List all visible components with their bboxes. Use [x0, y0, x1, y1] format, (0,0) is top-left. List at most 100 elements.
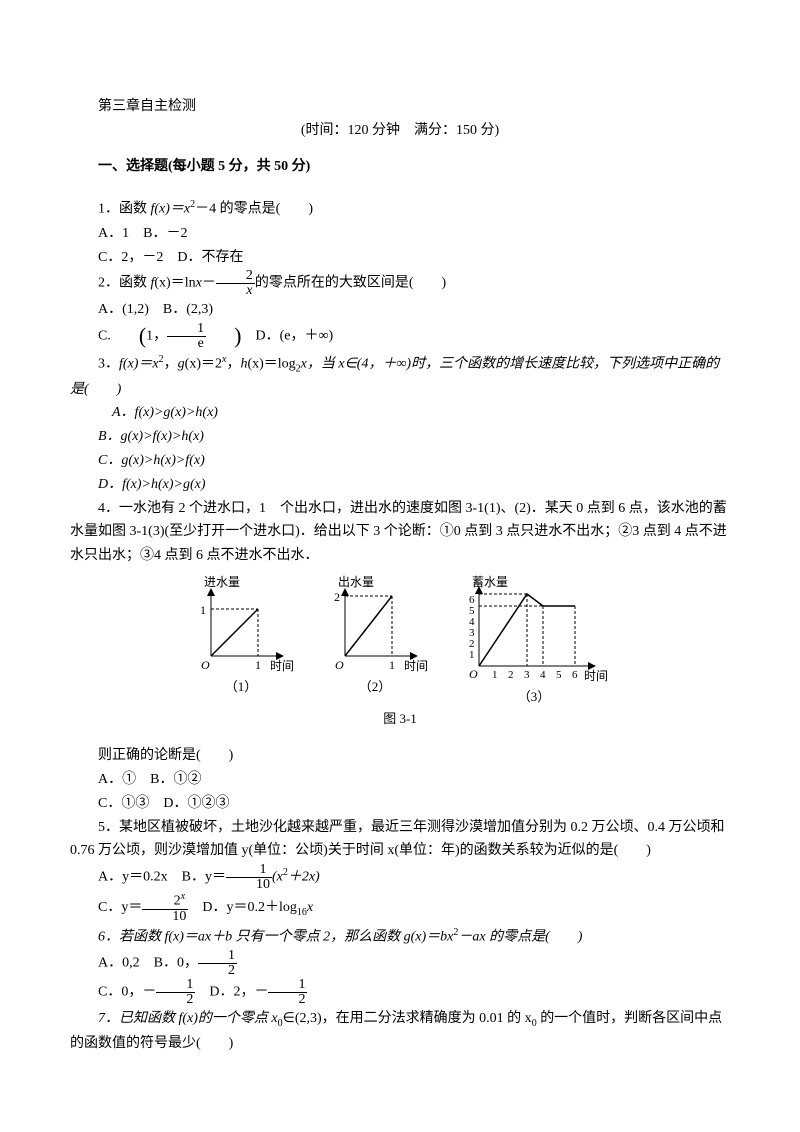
q2-opt-ab: A．(1,2) B．(2,3): [70, 298, 730, 322]
q5-d-text: D．y＝0.2＋log: [188, 900, 297, 915]
q2-c-frac-n: 1: [167, 322, 206, 337]
q2-frac: 2x: [216, 269, 255, 298]
q3-c2: ，: [226, 357, 240, 372]
q5-opt-cd: C．y＝2x10 D．y＝0.2＋log16x: [70, 892, 730, 924]
q5-c-text: C．y＝: [98, 900, 142, 915]
q4-opt-ab: A．① B．①②: [70, 768, 730, 792]
q1-stem: 1．函数 f(x)＝x2－4 的零点是( ): [70, 196, 730, 221]
f3y5: 5: [469, 605, 475, 617]
q2-stem: 2．函数 f(x)＝lnx－2x的零点所在的大致区间是( ): [70, 269, 730, 298]
fig3-ylabel: 蓄水量: [472, 575, 508, 589]
fig3-cap: （3）: [454, 686, 614, 708]
q6-stem: 6．若函数 f(x)＝ax＋b 只有一个零点 2，那么函数 g(x)＝bx2－a…: [70, 924, 730, 949]
q5-a-d: 10: [226, 878, 272, 892]
q2-c-frac: 1e: [167, 322, 206, 351]
q1-opt-ab: A．1 B．－2: [70, 222, 730, 246]
q3-gx: (x)＝2: [185, 357, 222, 372]
q7-text: 7．已知函数 f(x)的一个零点 x: [98, 1011, 278, 1026]
fig2-xlabel: 时间: [404, 659, 428, 673]
q6-c-d: 2: [156, 993, 195, 1007]
q3-g: g: [178, 357, 185, 372]
fig1-x1: 1: [255, 658, 261, 672]
q2-frac-d: x: [216, 284, 255, 298]
q3-opt-a: A．f(x)>g(x)>h(x): [70, 401, 730, 425]
q6-b-frac: 12: [198, 949, 237, 978]
f3y6: 6: [469, 594, 475, 606]
chapter-title: 第三章自主检测: [70, 95, 730, 119]
q5-d-x: x: [307, 900, 313, 915]
q1-x: (x)＝x: [154, 202, 190, 217]
rparen-icon: ): [206, 325, 241, 347]
q4-stem: 4．一水池有 2 个进水口，1 个出水口，进出水的速度如图 3-1(1)、(2)…: [70, 497, 730, 568]
f3x2: 2: [508, 669, 514, 681]
q5-stem: 5．某地区植被破坏，土地沙化越来越严重，最近三年测得沙漠增加值分别为 0.2 万…: [70, 816, 730, 864]
q6-c-frac: 12: [156, 978, 195, 1007]
q5-c-d: 10: [142, 910, 188, 924]
f3y1: 1: [469, 649, 475, 661]
q6-d-d: 2: [268, 993, 307, 1007]
q5-a-end: ＋2x): [288, 870, 320, 885]
q6-opt-ab: A．0,2 B．0，12: [70, 949, 730, 978]
q4-tail: 则正确的论断是( ): [70, 744, 730, 768]
q2-c-1: 1，: [146, 329, 167, 344]
fig-3: 蓄水量 1 2 3 4 5 6 O 1 2 3 4 5: [454, 574, 614, 708]
fig-caption: 图 3-1: [70, 708, 730, 730]
fig3-svg: 蓄水量 1 2 3 4 5 6 O 1 2 3 4 5: [454, 574, 614, 684]
fig1-y1: 1: [200, 603, 206, 617]
q3-opt-c: C．g(x)>h(x)>f(x): [70, 449, 730, 473]
f3x5: 5: [556, 669, 562, 681]
q1-end: －4 的零点是( ): [195, 202, 313, 217]
q3-opt-b: B．g(x)>f(x)>h(x): [70, 425, 730, 449]
q6-b-n: 1: [198, 949, 237, 964]
q3-c1: ，: [164, 357, 178, 372]
fig1-xlabel: 时间: [270, 659, 294, 673]
q5-a-x: (x: [272, 870, 283, 885]
q5-a-n: 1: [226, 863, 272, 878]
f3x6: 6: [572, 669, 578, 681]
q5-c-n: 2x: [142, 892, 188, 910]
q3-opt-d: D．f(x)>h(x)>g(x): [70, 473, 730, 497]
fig2-o: O: [335, 658, 344, 672]
fig2-y1: 2: [334, 590, 340, 604]
f3x3: 3: [524, 669, 530, 681]
q2-frac-n: 2: [216, 269, 255, 284]
q4-opt-cd: C．①③ D．①②③: [70, 792, 730, 816]
fig2-ylabel: 出水量: [338, 575, 374, 589]
q2-minus: －: [202, 276, 216, 291]
q6-d-frac: 12: [268, 978, 307, 1007]
q6-text: 6．若函数 f(x)＝ax＋b 只有一个零点 2，那么函数 g(x)＝bx: [98, 930, 453, 945]
q6-b-d: 2: [198, 964, 237, 978]
q2-opt-cd: C.(1，1e) D．(e，＋∞): [70, 322, 730, 351]
q2-text: 2．函数: [98, 276, 151, 291]
fig-2: 出水量 2 1 O 时间 （2）: [320, 574, 430, 708]
q3-num: 3．: [98, 357, 119, 372]
fig2-svg: 出水量 2 1 O 时间: [320, 574, 430, 674]
q3-fx: (x)＝x: [123, 357, 159, 372]
fig1-ylabel: 进水量: [204, 575, 240, 589]
q2-end: 的零点所在的大致区间是( ): [255, 276, 446, 291]
f3y3: 3: [469, 627, 475, 639]
q2-ln: (x)＝ln: [154, 276, 195, 291]
fig2-x1: 1: [389, 658, 395, 672]
q6-c-text: C．0，－: [98, 985, 156, 1000]
q6-c-n: 1: [156, 978, 195, 993]
f3y2: 2: [469, 638, 475, 650]
q2-c-label: C.: [98, 329, 111, 344]
subtitle: (时间：120 分钟 满分：150 分): [70, 119, 730, 143]
q2-d: D．(e，＋∞): [242, 329, 334, 344]
q6-a-text: A．0,2 B．0，: [98, 956, 198, 971]
f3y4: 4: [469, 616, 475, 628]
q6-d-n: 1: [268, 978, 307, 993]
q6-end: －ax 的零点是( ): [458, 930, 582, 945]
fig1-svg: 进水量 1 1 O 时间: [186, 574, 296, 674]
q5-opt-ab: A．y＝0.2x B．y＝110(x2＋2x): [70, 863, 730, 892]
q5-a-frac: 110: [226, 863, 272, 892]
fig1-o: O: [201, 658, 210, 672]
q6-d-text: D．2，－: [195, 985, 268, 1000]
f3x4: 4: [540, 669, 546, 681]
q7-stem: 7．已知函数 f(x)的一个零点 x0∈(2,3)，在用二分法求精确度为 0.0…: [70, 1007, 730, 1056]
q3-hx: (x)＝log: [247, 357, 295, 372]
q3-stem: 3．f(x)＝x2，g(x)＝2x，h(x)＝log2x，当 x∈(4，＋∞)时…: [70, 351, 730, 401]
fig3-xlabel: 时间: [584, 669, 608, 683]
q6-opt-cd: C．0，－12 D．2，－12: [70, 978, 730, 1007]
